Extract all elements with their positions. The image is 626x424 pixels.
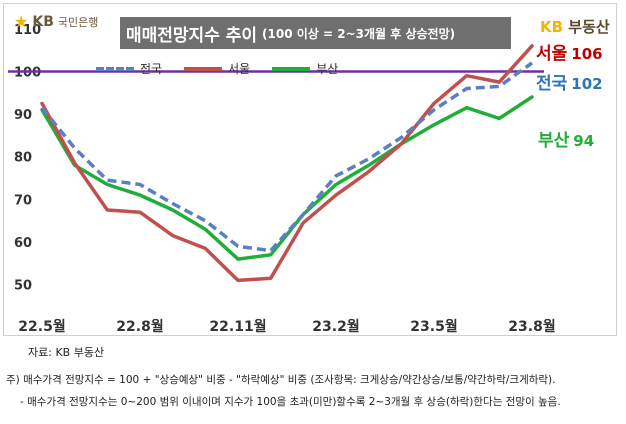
kb-star-icon: ★	[14, 12, 29, 31]
x-tick-label: 23.8월	[508, 318, 555, 335]
end-label-seoul: 서울 106	[536, 39, 603, 64]
y-tick-label: 110	[14, 23, 41, 38]
x-tick-label: 22.11월	[209, 318, 266, 335]
series-line-seoul	[40, 44, 534, 283]
end-label-busan-name: 부산	[538, 131, 570, 151]
y-tick-label: 70	[14, 193, 32, 208]
footnote-definition: 주) 매수가격 전망지수 = 100 + "상승예상" 비중 - "하락예상" …	[6, 374, 556, 386]
series-line-national	[40, 61, 534, 253]
kb-real-estate-brand: KB 부동산	[540, 16, 610, 37]
legend-swatch-seoul	[184, 66, 223, 71]
x-tick-label: 23.2월	[312, 318, 359, 335]
end-label-national-name: 전국	[536, 74, 568, 94]
legend-swatch-national	[96, 66, 134, 71]
chart-subtitle: (100 이상 = 2~3개월 후 상승전망)	[262, 26, 456, 41]
legend-swatch-busan	[272, 66, 311, 71]
legend-label-national: 전국	[140, 62, 163, 76]
end-label-busan: 부산 94	[538, 126, 594, 151]
y-tick-label: 50	[14, 279, 32, 294]
end-label-seoul-name: 서울	[536, 44, 568, 64]
y-tick-label: 80	[14, 151, 32, 166]
legend-item-seoul: 서울	[184, 60, 250, 77]
end-label-national: 전국 102	[536, 69, 603, 94]
brand-kb: KB	[540, 18, 564, 36]
chart-legend: 전국 서울 부산	[96, 60, 338, 77]
end-label-national-value: 102	[571, 75, 603, 93]
end-label-seoul-value: 106	[571, 45, 603, 63]
x-tick-label: 22.8월	[116, 318, 163, 335]
footnote-range: - 매수가격 전망지수는 0~200 범위 이내이며 지수가 100을 초과(미…	[20, 396, 561, 408]
legend-item-busan: 부산	[272, 60, 338, 77]
kb-logo-text: KB	[32, 14, 54, 30]
y-tick-label: 90	[14, 108, 32, 123]
x-tick-label: 23.5월	[410, 318, 457, 335]
x-tick-label: 22.5월	[18, 318, 65, 335]
chart-title-box: 매매전망지수 추이 (100 이상 = 2~3개월 후 상승전망)	[120, 17, 511, 49]
legend-label-seoul: 서울	[228, 62, 251, 76]
y-tick-label: 60	[14, 236, 32, 251]
y-tick-label: 100	[14, 65, 41, 80]
chart-title: 매매전망지수 추이	[126, 25, 258, 46]
legend-label-busan: 부산	[316, 62, 339, 76]
kb-logo-bank: 국민은행	[57, 16, 99, 29]
source-note: 자료: KB 부동산	[28, 346, 105, 359]
kb-bank-logo: ★ KB 국민은행	[14, 12, 99, 31]
end-label-busan-value: 94	[573, 132, 595, 150]
legend-item-national: 전국	[96, 60, 162, 77]
brand-name: 부동산	[568, 18, 610, 36]
line-chart: 50 60 70 80 90 100 110 22.5월 22.8월 22.11월 23.2월 23.…	[8, 23, 556, 335]
chart-frame: 50 60 70 80 90 100 110 22.5월 22.8월 22.11월 23.2월 23.…	[3, 3, 617, 336]
